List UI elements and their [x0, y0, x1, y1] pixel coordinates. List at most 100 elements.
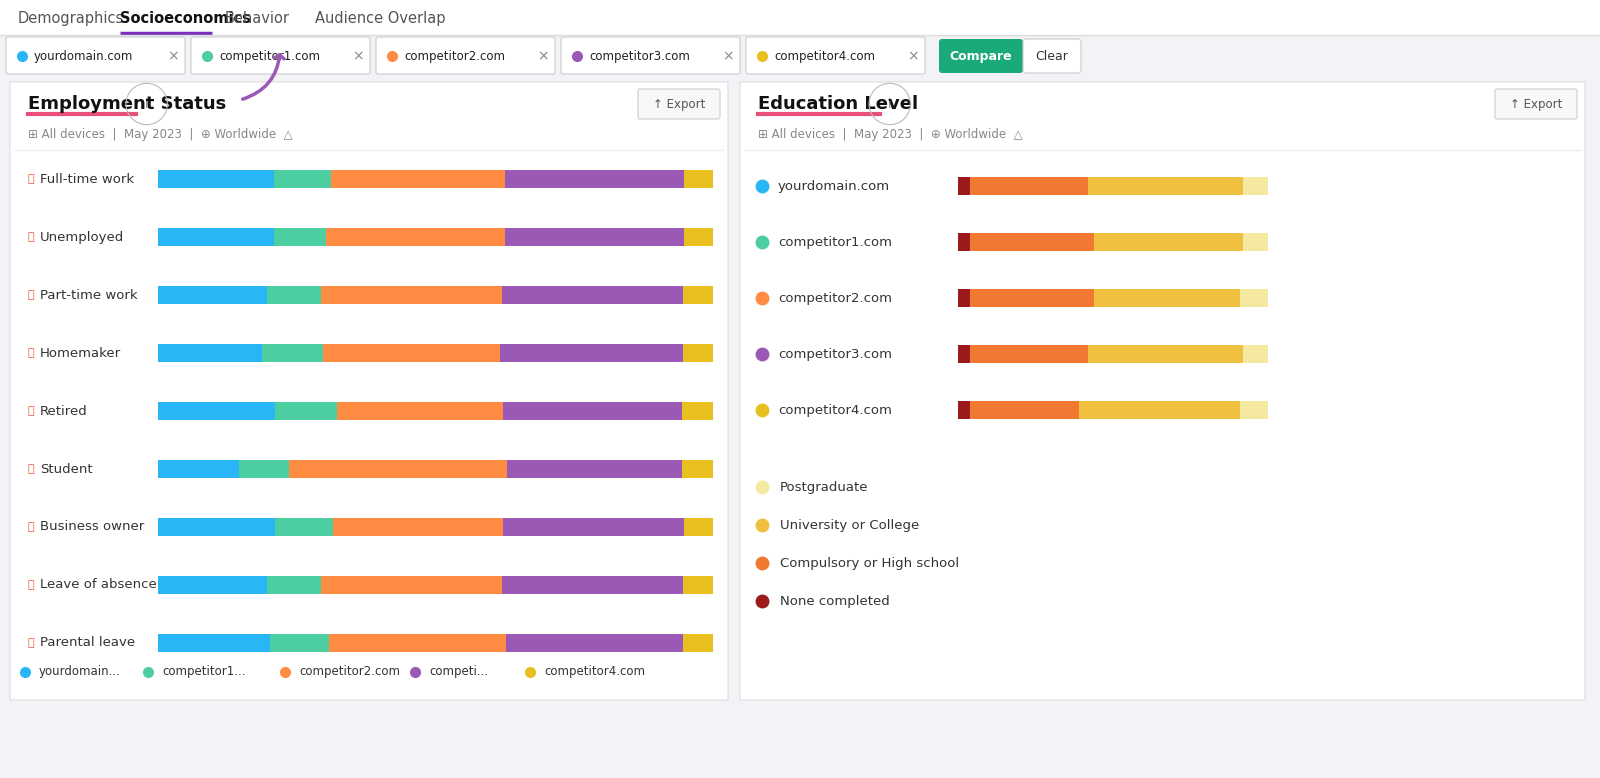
Bar [275, 402, 338, 420]
Bar [970, 345, 1088, 363]
Text: competitor2.com: competitor2.com [299, 665, 400, 678]
Bar [685, 170, 714, 188]
FancyBboxPatch shape [746, 37, 925, 74]
Bar [158, 228, 274, 246]
Text: Employment Status: Employment Status [29, 95, 226, 113]
Bar [1094, 289, 1240, 307]
Bar [274, 170, 331, 188]
Bar [331, 170, 506, 188]
Bar [262, 344, 323, 362]
Bar [506, 170, 685, 188]
Text: 🔲: 🔲 [29, 580, 35, 590]
Text: yourdomain.com: yourdomain.com [34, 50, 133, 62]
Bar [158, 576, 267, 594]
Text: 🔲: 🔲 [29, 406, 35, 416]
Bar [158, 286, 267, 304]
Text: ×: × [352, 49, 363, 63]
Bar [682, 402, 714, 420]
Bar [502, 518, 683, 536]
Bar [1240, 401, 1267, 419]
Bar [970, 177, 1088, 195]
Bar [1240, 289, 1267, 307]
Text: competitor4.com: competitor4.com [774, 50, 875, 62]
Text: competi...: competi... [429, 665, 488, 678]
Bar [970, 401, 1078, 419]
Text: 🔲: 🔲 [29, 232, 35, 242]
Bar [683, 286, 714, 304]
Text: 🔲: 🔲 [29, 638, 35, 648]
Bar [683, 518, 714, 536]
Text: Retired: Retired [40, 405, 88, 418]
Bar [0, 35, 1600, 75]
Bar [158, 460, 238, 478]
Text: Demographics: Demographics [18, 10, 125, 26]
Text: competitor4.com: competitor4.com [544, 665, 645, 678]
Text: competitor3.com: competitor3.com [778, 348, 893, 360]
FancyBboxPatch shape [376, 37, 555, 74]
Text: competitor4.com: competitor4.com [778, 404, 891, 416]
Text: Clear: Clear [1035, 50, 1069, 62]
Text: competitor2.com: competitor2.com [403, 50, 506, 62]
Bar [499, 344, 683, 362]
Bar [958, 177, 970, 195]
FancyBboxPatch shape [6, 37, 186, 74]
Bar [502, 286, 683, 304]
Text: Full-time work: Full-time work [40, 173, 134, 185]
Bar [682, 460, 714, 478]
Text: Compare: Compare [950, 50, 1013, 62]
Bar [158, 170, 274, 188]
FancyBboxPatch shape [562, 37, 739, 74]
Bar [504, 402, 682, 420]
Text: Unemployed: Unemployed [40, 230, 125, 244]
Bar [238, 460, 290, 478]
Text: ×: × [907, 49, 918, 63]
Bar [267, 576, 322, 594]
Text: Postgraduate: Postgraduate [781, 481, 869, 493]
Text: 🔲: 🔲 [29, 522, 35, 532]
Bar [158, 518, 275, 536]
Bar [685, 228, 714, 246]
Text: ×: × [166, 49, 179, 63]
Bar [506, 228, 685, 246]
FancyBboxPatch shape [739, 82, 1586, 700]
Text: Parental leave: Parental leave [40, 636, 134, 650]
Bar [1094, 233, 1243, 251]
Text: Behavior: Behavior [226, 10, 290, 26]
Text: i: i [888, 97, 891, 110]
Bar [290, 460, 507, 478]
Text: Education Level: Education Level [758, 95, 918, 113]
Text: competitor3.com: competitor3.com [589, 50, 690, 62]
Text: ⊞ All devices  |  May 2023  |  ⊕ Worldwide  △: ⊞ All devices | May 2023 | ⊕ Worldwide △ [29, 128, 293, 141]
Bar [267, 286, 322, 304]
Bar [158, 344, 262, 362]
Bar [958, 289, 970, 307]
Bar [1078, 401, 1240, 419]
Text: Part-time work: Part-time work [40, 289, 138, 302]
Text: ×: × [538, 49, 549, 63]
Bar [274, 228, 326, 246]
Text: 🔲: 🔲 [29, 290, 35, 300]
Text: ⊞ All devices  |  May 2023  |  ⊕ Worldwide  △: ⊞ All devices | May 2023 | ⊕ Worldwide △ [758, 128, 1022, 141]
Text: University or College: University or College [781, 518, 920, 531]
Text: 🔲: 🔲 [29, 464, 35, 474]
FancyBboxPatch shape [10, 82, 728, 700]
FancyBboxPatch shape [1022, 39, 1082, 73]
Text: Homemaker: Homemaker [40, 346, 122, 359]
Bar [0, 0, 1600, 35]
Bar [958, 401, 970, 419]
Bar [1243, 233, 1267, 251]
Bar [507, 460, 682, 478]
Bar [322, 286, 502, 304]
Text: 🔲: 🔲 [29, 348, 35, 358]
Bar [1243, 345, 1267, 363]
Text: i: i [146, 97, 149, 110]
Bar [683, 634, 714, 652]
Text: Audience Overlap: Audience Overlap [315, 10, 445, 26]
FancyBboxPatch shape [939, 39, 1022, 73]
Text: ↑ Export: ↑ Export [653, 97, 706, 110]
Text: yourdomain.com: yourdomain.com [778, 180, 890, 192]
Bar [506, 634, 683, 652]
Bar [970, 233, 1094, 251]
Text: yourdomain...: yourdomain... [38, 665, 122, 678]
Bar [1243, 177, 1267, 195]
